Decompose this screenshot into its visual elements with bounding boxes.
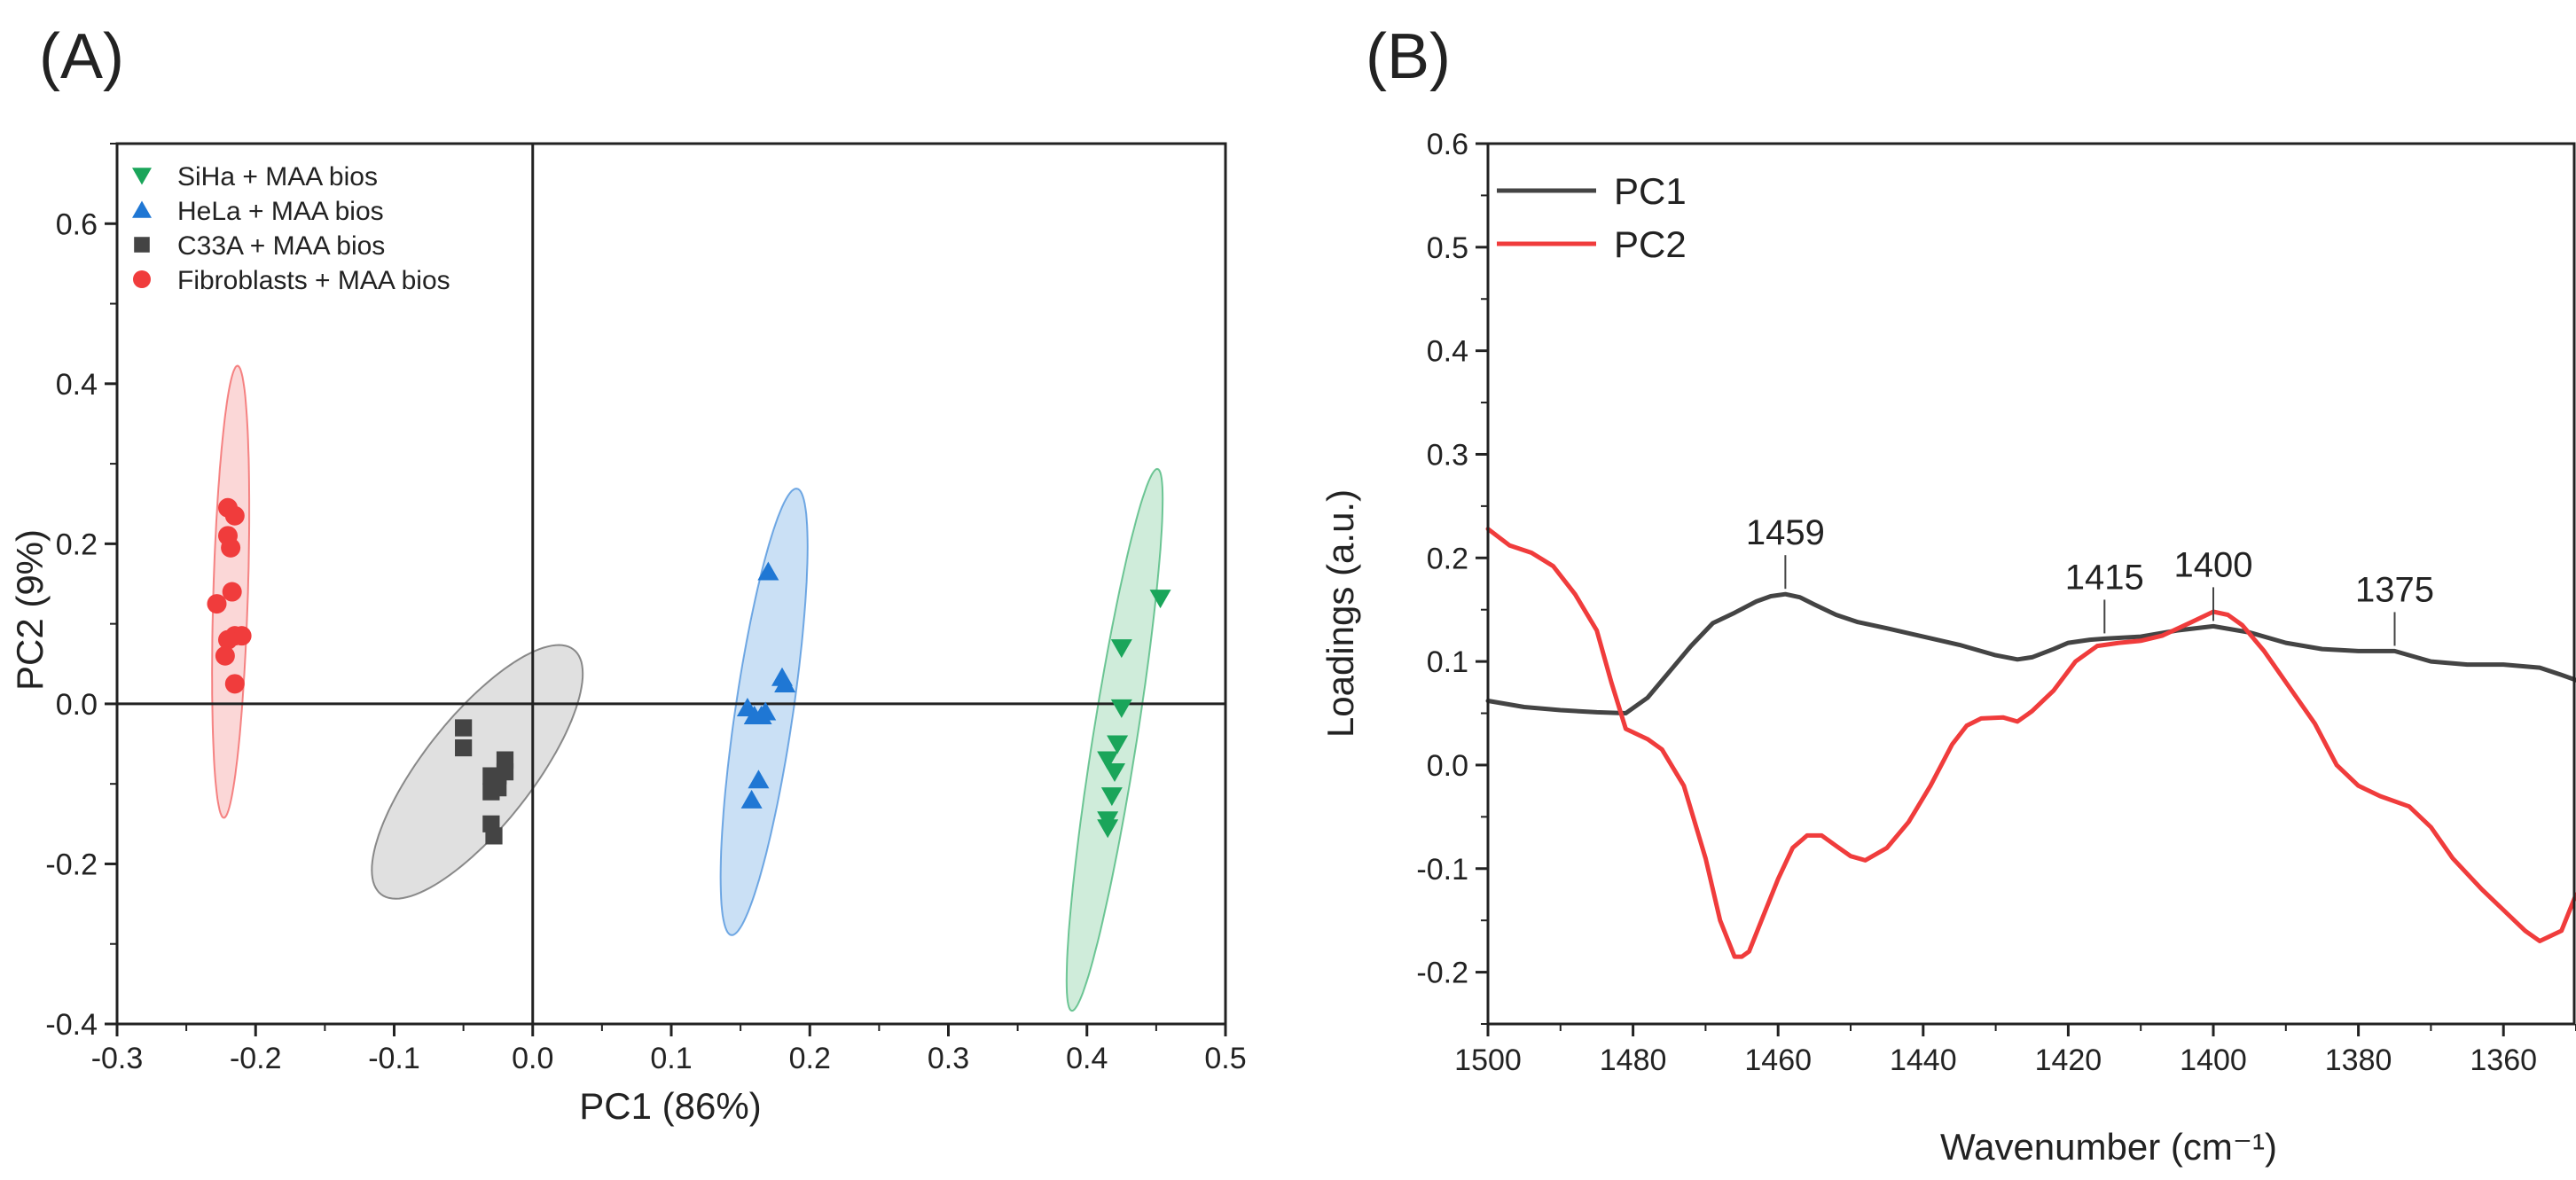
data-point	[1097, 819, 1119, 839]
x-tick-label: 1500	[1454, 1043, 1522, 1077]
data-point	[1107, 735, 1129, 754]
legend-label: PC2	[1614, 223, 1687, 265]
x-tick-label: 0.1	[650, 1042, 692, 1075]
y-tick-label: 0.2	[1427, 542, 1468, 575]
y-tick-label: -0.4	[45, 1008, 98, 1042]
y-tick-label: 0.6	[56, 207, 98, 241]
x-tick-label: -0.3	[91, 1042, 144, 1075]
x-tick-label: 1420	[2035, 1043, 2102, 1077]
data-point	[485, 827, 503, 845]
data-point	[1104, 763, 1125, 783]
panel-b-x-axis-title: Wavenumber (cm⁻¹)	[1940, 1126, 2277, 1168]
x-tick-label: 0.3	[928, 1042, 969, 1075]
x-tick-label: 0.0	[512, 1042, 553, 1075]
panel-b-series-lines	[1485, 527, 2576, 959]
data-point	[482, 783, 500, 801]
data-point	[748, 770, 770, 789]
x-tick-label: 1440	[1890, 1043, 1957, 1077]
legend-marker	[133, 270, 151, 288]
panel-b-plot-frame	[1486, 142, 2576, 1026]
panel-a-reference-lines	[117, 144, 1225, 1024]
data-point	[455, 738, 473, 757]
x-tick-label: -0.1	[368, 1042, 420, 1075]
data-point	[1110, 699, 1132, 718]
legend-label: PC1	[1614, 170, 1687, 212]
panel-b-annotations: 1459 1415 1400 1375	[1746, 513, 2434, 646]
data-point	[224, 505, 245, 526]
x-tick-label: 1480	[1600, 1043, 1667, 1077]
data-point	[215, 645, 235, 666]
panel-a-legend: SiHa + MAA bios HeLa + MAA bios C33A + MAA…	[132, 162, 450, 295]
annotation-label: 1459	[1746, 513, 1825, 552]
x-tick-label: 1400	[2180, 1043, 2247, 1077]
data-point	[1097, 751, 1119, 770]
y-tick-label: -0.2	[1416, 957, 1468, 990]
legend-marker	[132, 168, 152, 185]
data-point	[740, 789, 763, 809]
data-point	[455, 719, 473, 737]
data-point	[757, 561, 779, 581]
confidence-ellipse-2	[371, 644, 584, 900]
annotation-label: 1400	[2174, 545, 2253, 584]
annotation-label: 1375	[2355, 570, 2434, 609]
y-tick-label: 0.2	[56, 527, 98, 561]
legend-marker	[134, 237, 150, 253]
legend-marker	[132, 200, 152, 218]
y-tick-label: -0.2	[45, 848, 98, 881]
data-point	[1110, 639, 1132, 659]
x-tick-label: 1380	[2325, 1043, 2392, 1077]
panel-b-label: (B)	[1366, 21, 1451, 92]
annotation-label: 1415	[2065, 558, 2144, 597]
y-tick-label: 0.4	[56, 368, 98, 402]
panel-a-y-ticks: -0.4 -0.2 0.0 0.2 0.4 0.6	[45, 143, 117, 1042]
panel-b-x-ticks: 1500 1480 1460 1440 1420 1400 1380 1360	[1454, 1024, 2576, 1077]
series-line-pc1	[1485, 591, 2576, 715]
panel-b-y-ticks: -0.2 -0.1 0.0 0.1 0.2 0.3 0.4 0.5 0.6	[1416, 128, 1488, 1025]
x-tick-label: 0.4	[1066, 1042, 1108, 1075]
data-point	[750, 706, 772, 725]
panel-a-x-ticks: -0.3 -0.2 -0.1 0.0 0.1 0.2 0.3 0.4 0.5	[91, 1024, 1247, 1075]
y-tick-label: 0.0	[56, 688, 98, 722]
panel-b-line: (B) 1459 1415 1400 1375 1500 1480 1460 1440 142…	[1319, 21, 2576, 1168]
x-tick-label: -0.2	[230, 1042, 282, 1075]
panel-a-y-axis-title: PC2 (9%)	[9, 529, 51, 691]
panel-a-points	[207, 497, 1171, 845]
x-tick-label: 1460	[1744, 1043, 1812, 1077]
y-tick-label: 0.1	[1427, 645, 1468, 679]
y-tick-label: 0.3	[1427, 438, 1468, 472]
series-line-pc2	[1485, 527, 2576, 959]
x-tick-label: 0.5	[1204, 1042, 1246, 1075]
data-point	[1149, 590, 1171, 609]
y-tick-label: 0.0	[1427, 749, 1468, 783]
data-point	[774, 673, 796, 692]
legend-label: C33A + MAA bios	[177, 231, 385, 261]
panel-b-y-axis-title: Loadings (a.u.)	[1319, 489, 1361, 738]
legend-label: HeLa + MAA bios	[177, 197, 384, 226]
y-tick-label: 0.4	[1427, 335, 1468, 369]
data-point	[1100, 787, 1123, 807]
panel-a-scatter: (A) -0.3 -0.2 -0.1 0.0 0.1 0.2 0.3 0.4 0.5 -0.4-…	[9, 21, 1247, 1127]
x-tick-label: 0.2	[789, 1042, 831, 1075]
legend-label: Fibroblasts + MAA bios	[177, 266, 450, 295]
y-tick-label: 0.6	[1427, 128, 1468, 161]
legend-label: SiHa + MAA bios	[177, 162, 378, 191]
panel-a-label: (A)	[39, 21, 124, 92]
y-tick-label: 0.5	[1427, 231, 1468, 265]
data-point	[222, 582, 242, 602]
panel-a-x-axis-title: PC1 (86%)	[579, 1085, 761, 1127]
x-tick-label: 1360	[2470, 1043, 2537, 1077]
data-point	[221, 537, 241, 558]
y-tick-label: -0.1	[1416, 853, 1468, 887]
data-point	[218, 629, 238, 650]
data-point	[207, 594, 227, 614]
data-point	[224, 674, 245, 694]
